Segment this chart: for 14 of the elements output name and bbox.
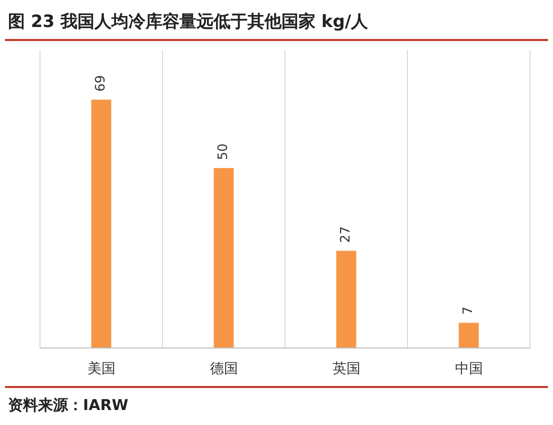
bar (458, 322, 479, 348)
data-label: 69 (94, 75, 109, 92)
x-tick-label: 英国 (332, 361, 360, 377)
data-label: 27 (338, 226, 354, 243)
x-tick-label: 德国 (210, 361, 238, 377)
bar (336, 250, 356, 348)
bar (91, 100, 112, 348)
data-label: 50 (216, 144, 232, 160)
x-tick-label: 中国 (454, 361, 483, 377)
data-label: 7 (461, 306, 476, 315)
text: 资料来源：IARW (8, 396, 129, 414)
x-tick-label: 美国 (87, 361, 116, 377)
bar (214, 168, 234, 348)
chart-title: 图 23 我国人均冷库容量远低于其他国家 kg/人 (8, 12, 370, 32)
